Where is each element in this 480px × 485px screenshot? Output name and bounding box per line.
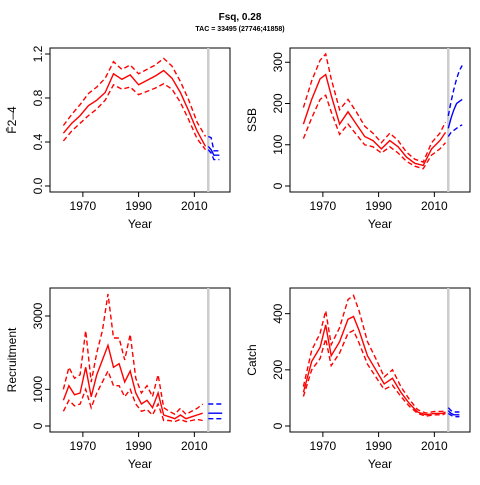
history-upper-line [302, 294, 446, 414]
y-tick-label: 0.0 [31, 177, 45, 194]
history-upper-line [62, 57, 207, 137]
x-tick-label: 2010 [421, 439, 448, 453]
x-tick-label: 1990 [365, 199, 392, 213]
projection-median-line [447, 98, 463, 129]
x-tick-label: 1990 [125, 199, 152, 213]
projection-lower-line [207, 149, 220, 161]
y-axis-label: Recruitment [5, 327, 19, 392]
plot-frame [49, 287, 231, 433]
y-axis-label: Catch [245, 344, 259, 375]
x-axis-label: Year [128, 217, 152, 231]
history-median-line [62, 69, 207, 147]
plot-frame [49, 47, 231, 193]
y-tick-label: 3000 [31, 302, 45, 329]
y-tick-label: 200 [271, 359, 285, 379]
y-tick-label: 0 [271, 182, 285, 189]
x-tick-label: 1990 [365, 439, 392, 453]
history-upper-line [302, 52, 447, 163]
panel-catch: 1970 1990 2010 0 200 400 Year Catch [245, 287, 471, 471]
x-axis-label: Year [128, 457, 152, 471]
figure-subtitle: TAC = 33495 (27746;41858) [195, 26, 284, 33]
history-median-line [62, 342, 203, 420]
projection-upper-line [447, 407, 460, 413]
panel-ssb: 1970 1990 2010 0 100 200 300 Year SSB [245, 47, 471, 231]
projection-upper-line [447, 65, 463, 117]
x-tick-label: 1990 [125, 439, 152, 453]
y-tick-label: 200 [271, 93, 285, 113]
y-axis-label: SSB [245, 108, 259, 132]
x-tick-label: 2010 [181, 199, 208, 213]
y-tick-label: 0.4 [31, 133, 45, 150]
y-tick-label: 300 [271, 52, 285, 72]
history-lower-line [62, 369, 203, 423]
x-tick-label: 1970 [70, 199, 97, 213]
y-tick-label: 1000 [31, 376, 45, 403]
projection-median-line [447, 410, 460, 416]
history-median-line [302, 315, 446, 416]
y-tick-label: 1.2 [31, 45, 45, 62]
x-tick-label: 1970 [70, 439, 97, 453]
x-axis-label: Year [368, 457, 392, 471]
y-tick-label: 400 [271, 303, 285, 323]
projection-upper-line [208, 135, 220, 152]
panel-f: 1970 1990 2010 0.0 0.4 0.8 1.2 Year F̄2–4 [5, 45, 231, 231]
projection-median-line [207, 145, 220, 156]
x-tick-label: 1970 [310, 199, 337, 213]
y-tick-label: 100 [271, 134, 285, 154]
figure-title: Fsq, 0.28 [219, 12, 262, 23]
x-tick-label: 1970 [310, 439, 337, 453]
y-axis-label: F̄2–4 [5, 106, 19, 134]
plot-frame [289, 287, 471, 433]
panel-recruitment: 1970 1990 2010 0 1000 3000 Year Recruitment [5, 287, 231, 471]
x-axis-label: Year [368, 217, 392, 231]
history-lower-line [62, 82, 207, 151]
history-lower-line [302, 329, 446, 417]
history-median-line [302, 73, 447, 167]
projection-lower-line [447, 412, 460, 418]
y-tick-label: 0 [271, 422, 285, 429]
y-tick-label: 0 [31, 422, 45, 429]
history-upper-line [62, 293, 204, 416]
x-tick-label: 2010 [181, 439, 208, 453]
x-tick-label: 2010 [421, 199, 448, 213]
plot-frame [289, 47, 471, 193]
y-tick-label: 0.8 [31, 89, 45, 106]
projection-lower-line [447, 124, 463, 137]
history-lower-line [302, 94, 447, 170]
